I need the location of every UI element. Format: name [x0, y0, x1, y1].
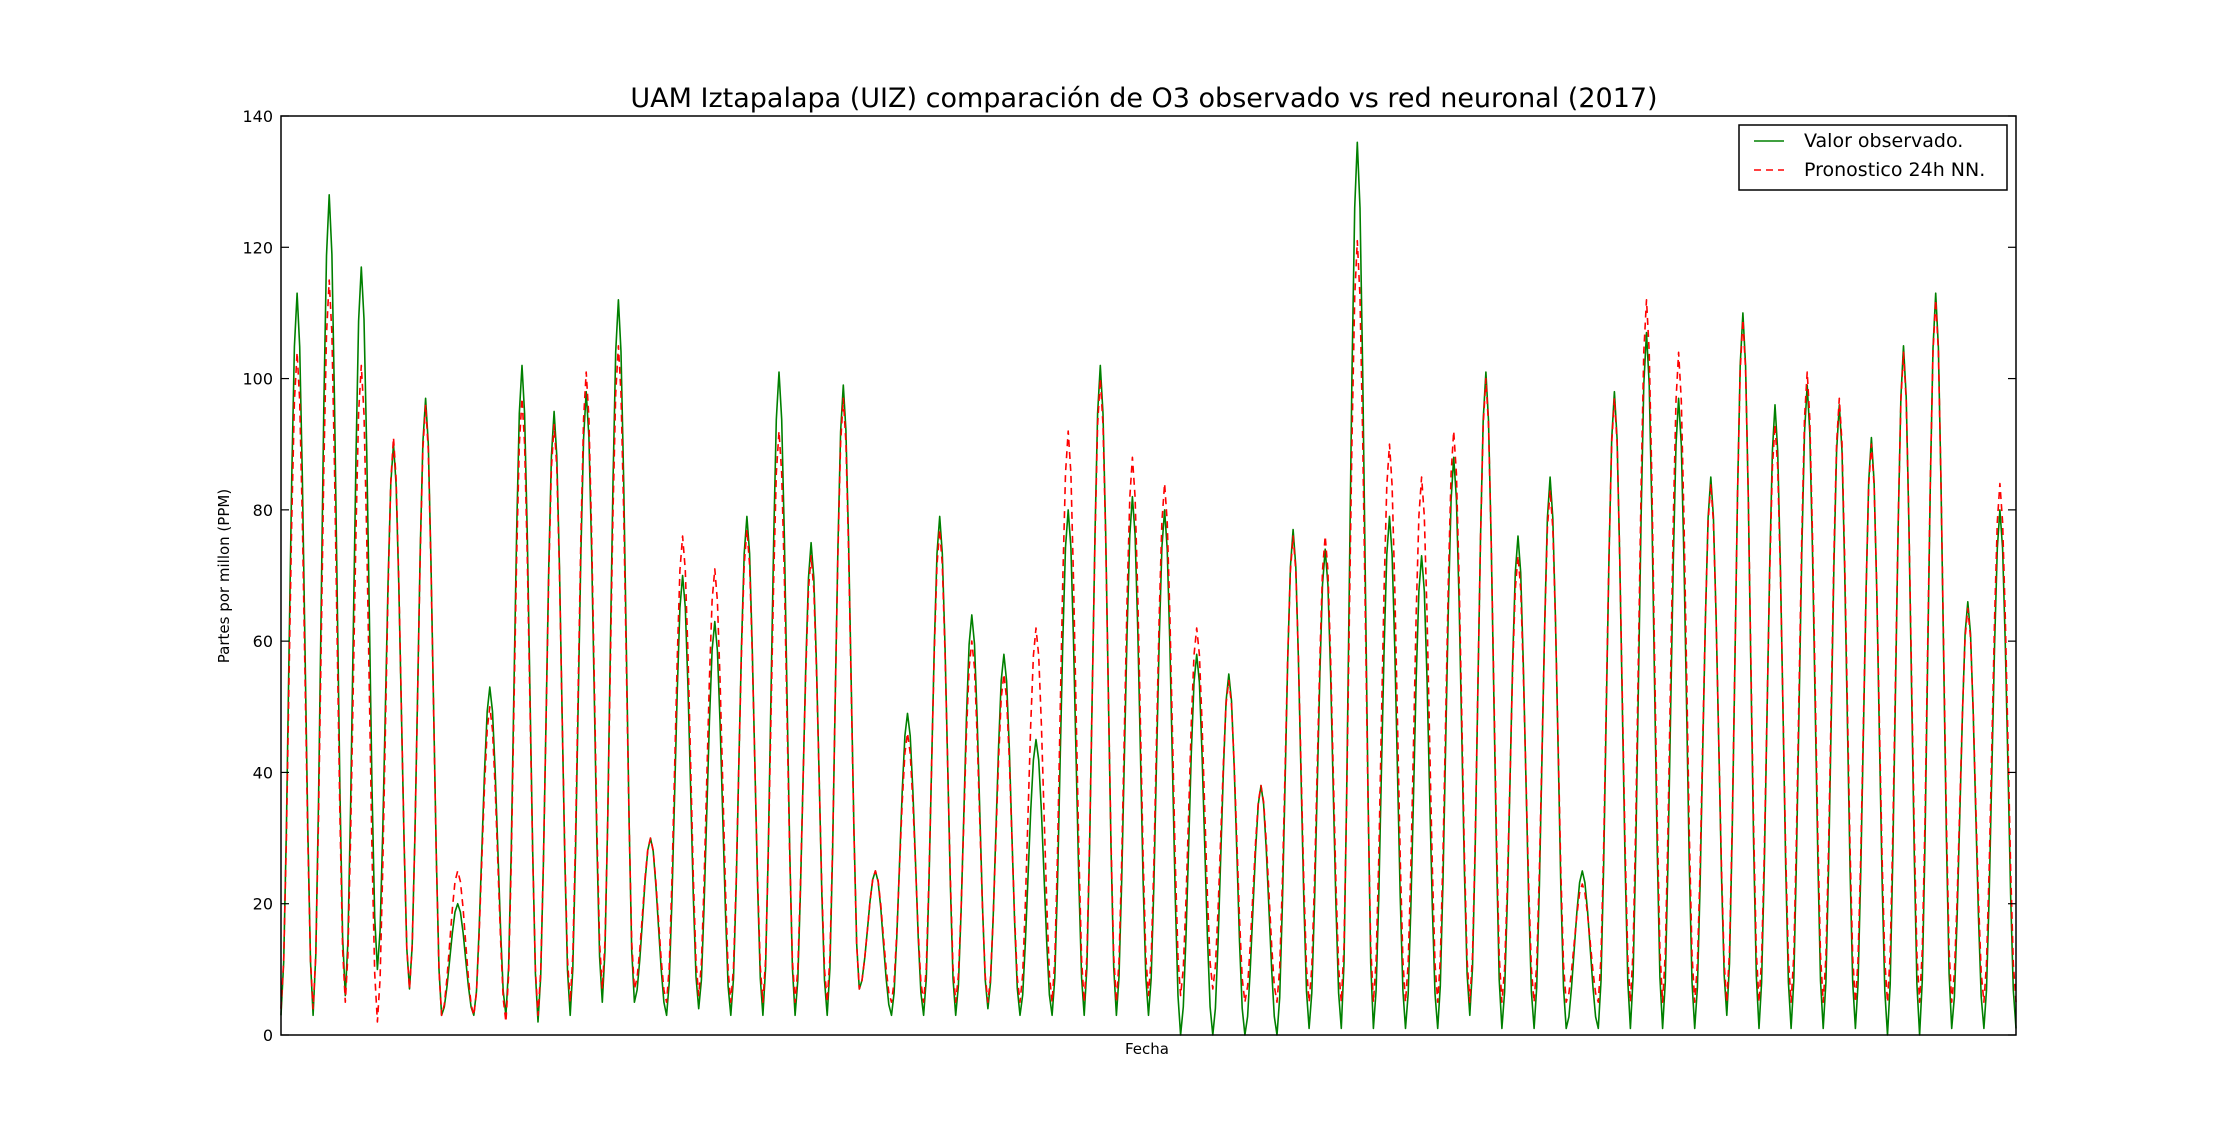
plot-area: 0 20 40 60 80 100 120 140	[242, 107, 2017, 1045]
series-layer	[280, 141, 2017, 1036]
y-tick-label: 60	[253, 632, 273, 651]
y-tick-label: 80	[253, 501, 273, 520]
legend: Valor observado. Pronostico 24h NN.	[1738, 124, 2008, 191]
legend-box	[1738, 124, 2008, 191]
y-tick-label: 120	[242, 238, 273, 257]
series-line-forecast	[280, 239, 2017, 1023]
plot-frame	[280, 115, 2017, 1036]
chart-title: UAM Iztapalapa (UIZ) comparación de O3 o…	[630, 83, 1657, 114]
y-tick-label: 0	[263, 1026, 273, 1045]
y-axis: 0 20 40 60 80 100 120 140	[242, 107, 2016, 1045]
series-line-observed	[280, 141, 2017, 1036]
y-tick-label: 40	[253, 763, 273, 782]
y-axis-label: Partes por millon (PPM)	[215, 489, 233, 663]
y-tick-label: 20	[253, 895, 273, 914]
y-tick-label: 100	[242, 370, 273, 389]
legend-label-forecast: Pronostico 24h NN.	[1804, 159, 1985, 181]
plot-background	[281, 116, 2016, 1035]
legend-label-observed: Valor observado.	[1804, 130, 1963, 152]
x-axis-label: Fecha	[1125, 1040, 1169, 1058]
y-tick-label: 140	[242, 107, 273, 126]
